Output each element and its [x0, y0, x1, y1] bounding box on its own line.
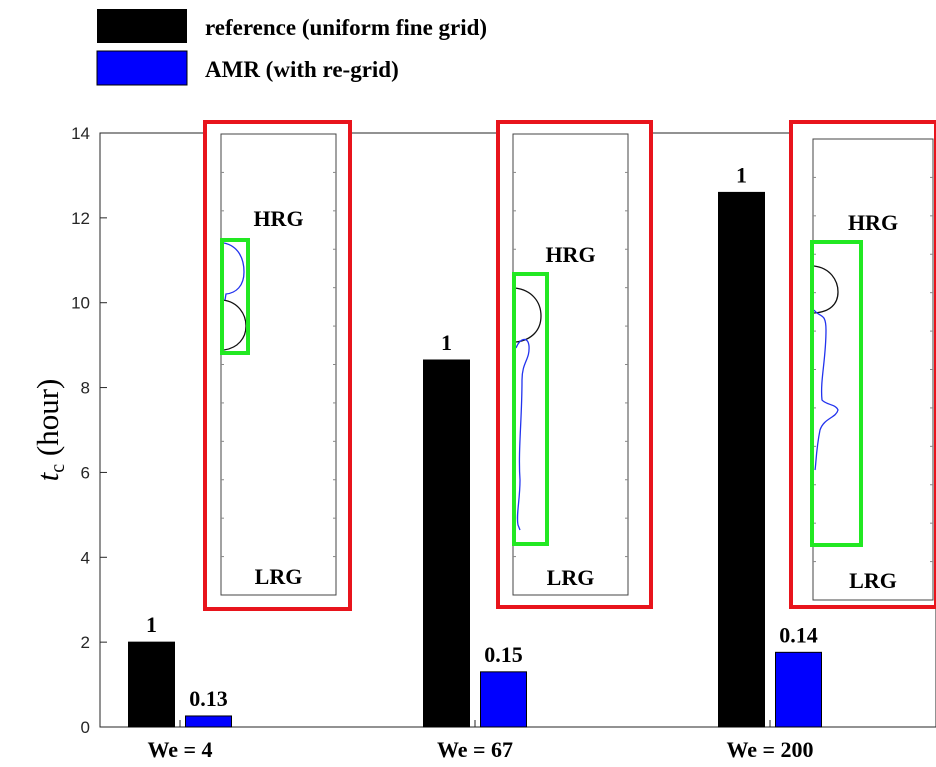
- inset-frame: [789, 120, 936, 609]
- legend-swatch-amr: [96, 50, 188, 86]
- interface-amr: [223, 242, 245, 301]
- inset-label-lrg: LRG: [547, 565, 595, 590]
- bar-label-amr: 0.13: [189, 686, 228, 711]
- inset-1: HRG LRG: [203, 120, 352, 611]
- y-axis-label-main: t: [30, 471, 65, 481]
- inset-refined-zone: [220, 238, 250, 355]
- y-tick-label: 2: [81, 633, 90, 652]
- bar-amr: [480, 671, 527, 728]
- y-axis-label-sub: c: [47, 464, 69, 473]
- interface-amr: [515, 338, 530, 531]
- y-tick-label: 14: [71, 124, 90, 143]
- legend-label-reference: reference (uniform fine grid): [205, 15, 487, 40]
- bar-label-amr: 0.15: [484, 642, 523, 667]
- x-category-label: We = 4: [147, 737, 212, 762]
- bar-reference: [718, 191, 765, 728]
- x-category-label: We = 67: [437, 737, 513, 762]
- inset-label-hrg: HRG: [253, 206, 303, 231]
- legend-swatch-reference: [97, 9, 187, 43]
- bar-reference: [128, 641, 175, 728]
- bar-label-reference: 1: [736, 162, 747, 187]
- inset-refined-zone: [810, 240, 863, 547]
- interface-amr: [813, 309, 839, 471]
- y-tick-label: 10: [71, 294, 90, 313]
- bars: 1 0.13 1 0.15 1 0.14: [128, 162, 822, 728]
- y-tick-label: 4: [81, 548, 90, 567]
- svg-text:tc (hour): tc (hour): [30, 379, 69, 482]
- bar-label-amr: 0.14: [779, 622, 818, 647]
- inset-2: HRG LRG: [496, 120, 653, 609]
- inset-label-hrg: HRG: [545, 242, 595, 267]
- legend: reference (uniform fine grid) AMR (with …: [96, 9, 487, 86]
- insets: HRG LRG HRG LRG HRG LRG: [203, 120, 936, 611]
- y-axis-label-unit: (hour): [30, 379, 65, 464]
- inset-refined-zone: [512, 272, 549, 546]
- interface-reference: [514, 287, 542, 343]
- bar-label-reference: 1: [441, 330, 452, 355]
- inset-3: HRG LRG: [789, 120, 936, 609]
- x-axis-categories: We = 4 We = 67 We = 200: [147, 720, 814, 762]
- bar-amr: [185, 715, 232, 728]
- x-category-label: We = 200: [726, 737, 813, 762]
- y-tick-label: 0: [81, 718, 90, 737]
- y-tick-label: 8: [81, 379, 90, 398]
- y-axis-label: tc (hour): [30, 379, 69, 482]
- inset-label-lrg: LRG: [255, 564, 303, 589]
- inset-label-hrg: HRG: [848, 210, 898, 235]
- bar-label-reference: 1: [146, 612, 157, 637]
- inset-label-lrg: LRG: [849, 568, 897, 593]
- bar-amr: [775, 651, 822, 728]
- interface-reference: [813, 265, 839, 314]
- y-axis: 0 2 4 6 8 10 12 14: [71, 124, 107, 737]
- y-tick-label: 6: [81, 463, 90, 482]
- bar-reference: [423, 359, 470, 728]
- legend-label-amr: AMR (with re-grid): [205, 57, 399, 82]
- inset-frame: [203, 120, 352, 611]
- y-tick-label: 12: [71, 209, 90, 228]
